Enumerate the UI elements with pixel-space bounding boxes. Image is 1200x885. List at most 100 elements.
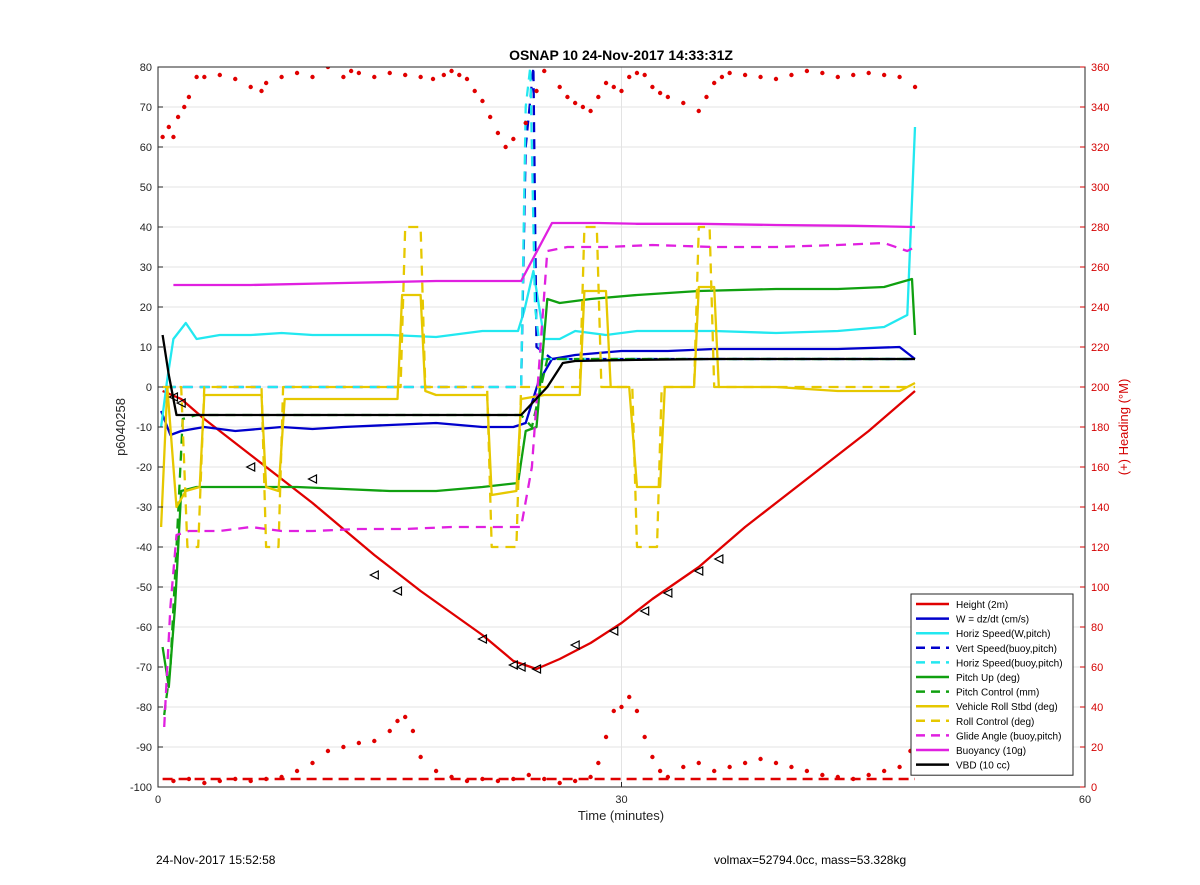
right-tick-label: 80: [1091, 622, 1103, 634]
heading-point: [387, 70, 392, 76]
heading-point: [464, 778, 470, 784]
height-marker: [175, 398, 186, 408]
heading-point: [325, 748, 331, 754]
heading-point: [634, 70, 640, 76]
left-tick-label: 20: [140, 302, 152, 314]
heading-point: [835, 74, 840, 80]
left-tick-label: -70: [136, 662, 152, 674]
heading-point: [372, 74, 377, 80]
heading-point: [881, 768, 887, 774]
heading-point: [912, 84, 918, 90]
heading-point: [596, 760, 601, 766]
heading-point: [534, 88, 539, 94]
heading-point: [758, 74, 763, 80]
heading-point: [341, 74, 346, 80]
heading-point: [480, 98, 485, 104]
heading-point: [418, 754, 423, 760]
x-axis-label: Time (minutes): [578, 808, 664, 823]
heading-point: [704, 94, 709, 100]
heading-point: [804, 68, 810, 74]
heading-point: [619, 88, 624, 94]
heading-point: [294, 768, 300, 774]
right-tick-label: 60: [1091, 662, 1103, 674]
left-tick-label: 60: [140, 142, 152, 154]
right-tick-label: 340: [1091, 102, 1109, 114]
left-tick-label: 80: [140, 62, 152, 74]
series-line-1: [160, 345, 916, 437]
left-tick-label: -40: [136, 542, 152, 554]
left-tick-label: -20: [136, 462, 152, 474]
height-marker: [713, 554, 724, 564]
legend-label: Vert Speed(buoy,pitch): [956, 644, 1057, 655]
right-tick-label: 360: [1091, 62, 1109, 74]
heading-point: [449, 774, 454, 780]
left-tick-label: 30: [140, 262, 152, 274]
heading-point: [866, 772, 871, 778]
series-line-2: [159, 126, 917, 428]
heading-point: [372, 738, 377, 744]
left-tick-label: 70: [140, 102, 152, 114]
heading-point: [881, 72, 887, 78]
heading-point: [487, 114, 493, 120]
left-tick-label: 10: [140, 342, 152, 354]
heading-point: [696, 760, 701, 766]
heading-point: [418, 74, 423, 80]
right-tick-label: 160: [1091, 462, 1109, 474]
heading-point: [202, 74, 207, 80]
heading-point: [511, 776, 516, 782]
heading-point: [681, 100, 686, 106]
height-marker: [392, 586, 403, 596]
heading-point: [279, 74, 284, 80]
heading-point: [820, 70, 825, 76]
heading-point: [588, 774, 593, 780]
legend-label: Buoyancy (10g): [956, 746, 1026, 757]
right-axis: 3603403203002802602402202001801601401201…: [1080, 62, 1109, 794]
left-tick-label: 40: [140, 222, 152, 234]
heading-point: [403, 72, 408, 78]
height-marker: [168, 392, 179, 402]
heading-point: [804, 768, 810, 774]
left-tick-label: -100: [130, 782, 152, 794]
heading-point: [182, 104, 187, 110]
heading-point: [866, 70, 871, 76]
series-line-10: [173, 221, 916, 287]
height-marker: [608, 626, 619, 636]
height-marker: [477, 634, 488, 644]
legend-label: Glide Angle (buoy,pitch): [956, 731, 1061, 742]
heading-point: [851, 72, 856, 78]
legend-label: Horiz Speed(W,pitch): [956, 629, 1050, 640]
heading-point: [387, 728, 392, 734]
legend-label: Pitch Control (mm): [956, 688, 1039, 699]
right-axis-label: (+) Heading (°M): [1116, 379, 1131, 476]
heading-point: [166, 124, 172, 130]
legend: Height (2m) W = dz/dt (cm/s) Horiz Speed(W…: [910, 593, 1074, 776]
heading-point: [464, 76, 470, 82]
heading-point: [603, 80, 609, 86]
heading-point: [395, 718, 400, 724]
heading-point: [171, 778, 176, 784]
heading-point: [650, 754, 655, 760]
heading-point: [596, 94, 601, 100]
x-axis: 0 30 60: [155, 782, 1091, 806]
heading-point: [526, 772, 531, 778]
heading-point: [263, 776, 269, 782]
heading-point: [449, 68, 454, 74]
heading-point: [160, 134, 165, 140]
left-tick-label: -80: [136, 702, 152, 714]
footer-volmax-mass: volmax=52794.0cc, mass=53.328kg: [714, 853, 907, 867]
heading-point: [233, 776, 238, 782]
heading-point: [248, 84, 253, 90]
heading-point: [542, 776, 547, 782]
heading-point: [773, 76, 779, 82]
heading-point: [603, 734, 609, 740]
right-tick-label: 240: [1091, 302, 1109, 314]
right-tick-label: 320: [1091, 142, 1109, 154]
heading-point: [433, 768, 439, 774]
plot-area: [159, 67, 918, 786]
heading-point: [681, 764, 686, 770]
heading-point: [650, 84, 655, 90]
height-marker: [639, 606, 650, 616]
left-tick-label: 50: [140, 182, 152, 194]
height-marker: [531, 664, 542, 674]
